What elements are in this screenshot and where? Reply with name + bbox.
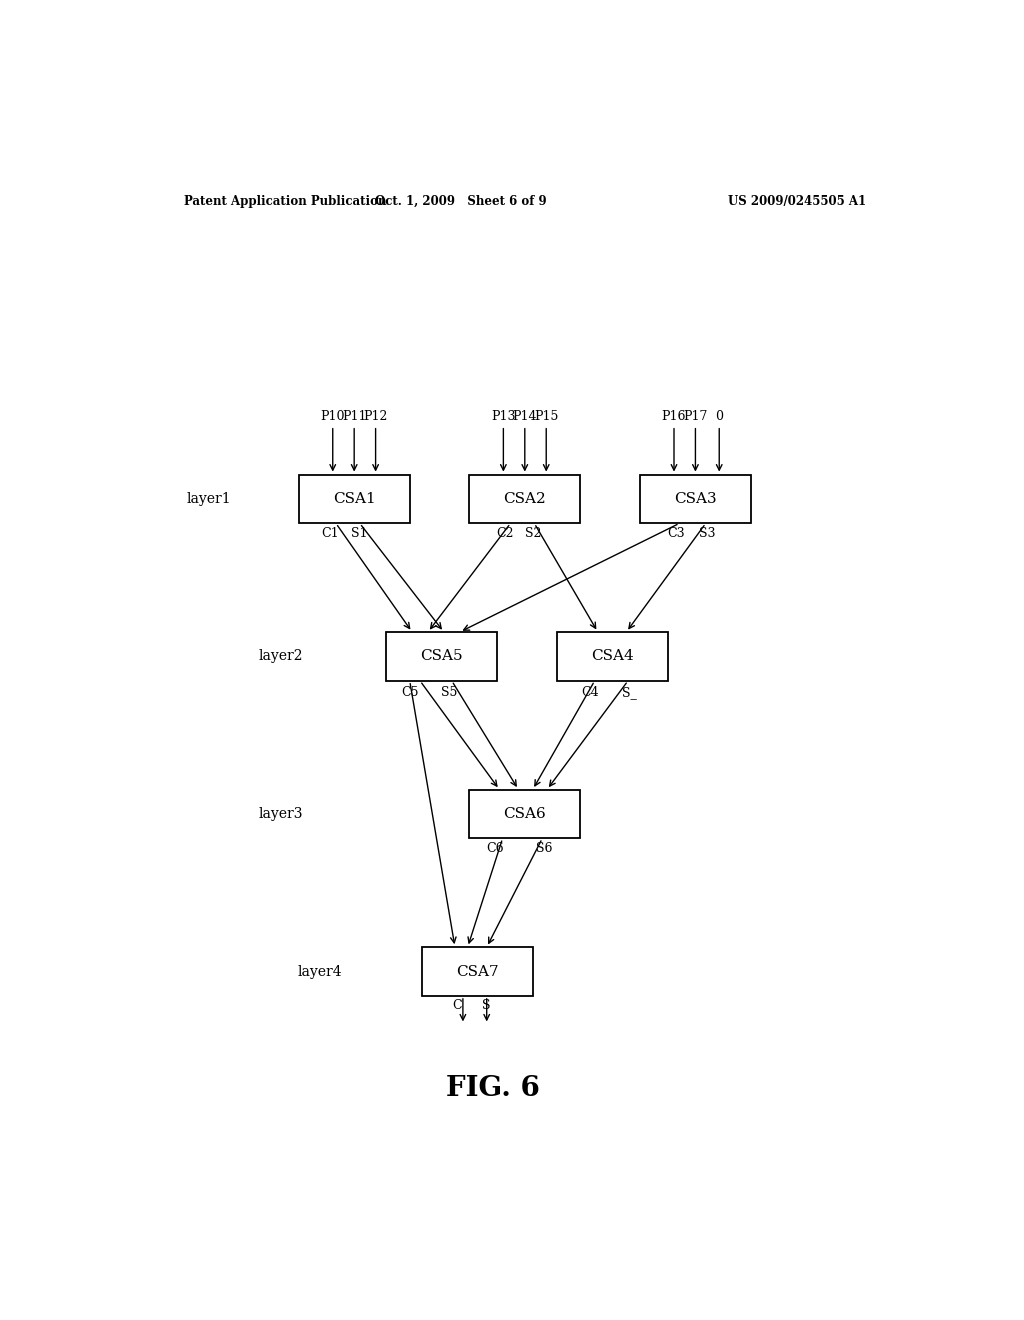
FancyBboxPatch shape bbox=[640, 474, 751, 523]
Text: 0: 0 bbox=[715, 409, 723, 422]
Text: Patent Application Publication: Patent Application Publication bbox=[183, 194, 386, 207]
Text: C1: C1 bbox=[322, 528, 339, 540]
Text: P11: P11 bbox=[342, 409, 367, 422]
Text: FIG. 6: FIG. 6 bbox=[446, 1074, 540, 1102]
Text: layer1: layer1 bbox=[186, 492, 231, 506]
Text: CSA1: CSA1 bbox=[333, 492, 376, 506]
Text: C3: C3 bbox=[667, 528, 684, 540]
Text: S_: S_ bbox=[623, 686, 637, 698]
Text: S3: S3 bbox=[699, 528, 716, 540]
Text: layer3: layer3 bbox=[258, 807, 303, 821]
Text: C2: C2 bbox=[497, 528, 514, 540]
Text: layer2: layer2 bbox=[258, 649, 303, 664]
Text: US 2009/0245505 A1: US 2009/0245505 A1 bbox=[728, 194, 866, 207]
Text: P13: P13 bbox=[492, 409, 516, 422]
Text: CSA3: CSA3 bbox=[674, 492, 717, 506]
Text: CSA7: CSA7 bbox=[456, 965, 499, 978]
Text: P16: P16 bbox=[662, 409, 686, 422]
Text: S6: S6 bbox=[536, 842, 552, 855]
Text: layer4: layer4 bbox=[298, 965, 342, 978]
FancyBboxPatch shape bbox=[557, 632, 668, 681]
Text: CSA4: CSA4 bbox=[591, 649, 634, 664]
FancyBboxPatch shape bbox=[299, 474, 410, 523]
Text: C4: C4 bbox=[581, 686, 599, 698]
Text: P17: P17 bbox=[683, 409, 708, 422]
FancyBboxPatch shape bbox=[469, 789, 581, 838]
Text: C6: C6 bbox=[485, 842, 504, 855]
Text: S: S bbox=[482, 999, 490, 1012]
Text: P15: P15 bbox=[535, 409, 558, 422]
Text: P10: P10 bbox=[321, 409, 345, 422]
Text: CSA5: CSA5 bbox=[420, 649, 463, 664]
Text: S2: S2 bbox=[524, 528, 541, 540]
Text: S1: S1 bbox=[351, 528, 368, 540]
Text: S5: S5 bbox=[441, 686, 458, 698]
Text: P14: P14 bbox=[513, 409, 537, 422]
Text: CSA6: CSA6 bbox=[504, 807, 546, 821]
Text: CSA2: CSA2 bbox=[504, 492, 546, 506]
Text: Oct. 1, 2009   Sheet 6 of 9: Oct. 1, 2009 Sheet 6 of 9 bbox=[376, 194, 547, 207]
FancyBboxPatch shape bbox=[469, 474, 581, 523]
FancyBboxPatch shape bbox=[386, 632, 497, 681]
Text: P12: P12 bbox=[364, 409, 388, 422]
Text: C5: C5 bbox=[401, 686, 419, 698]
Text: C: C bbox=[453, 999, 462, 1012]
FancyBboxPatch shape bbox=[422, 948, 532, 995]
